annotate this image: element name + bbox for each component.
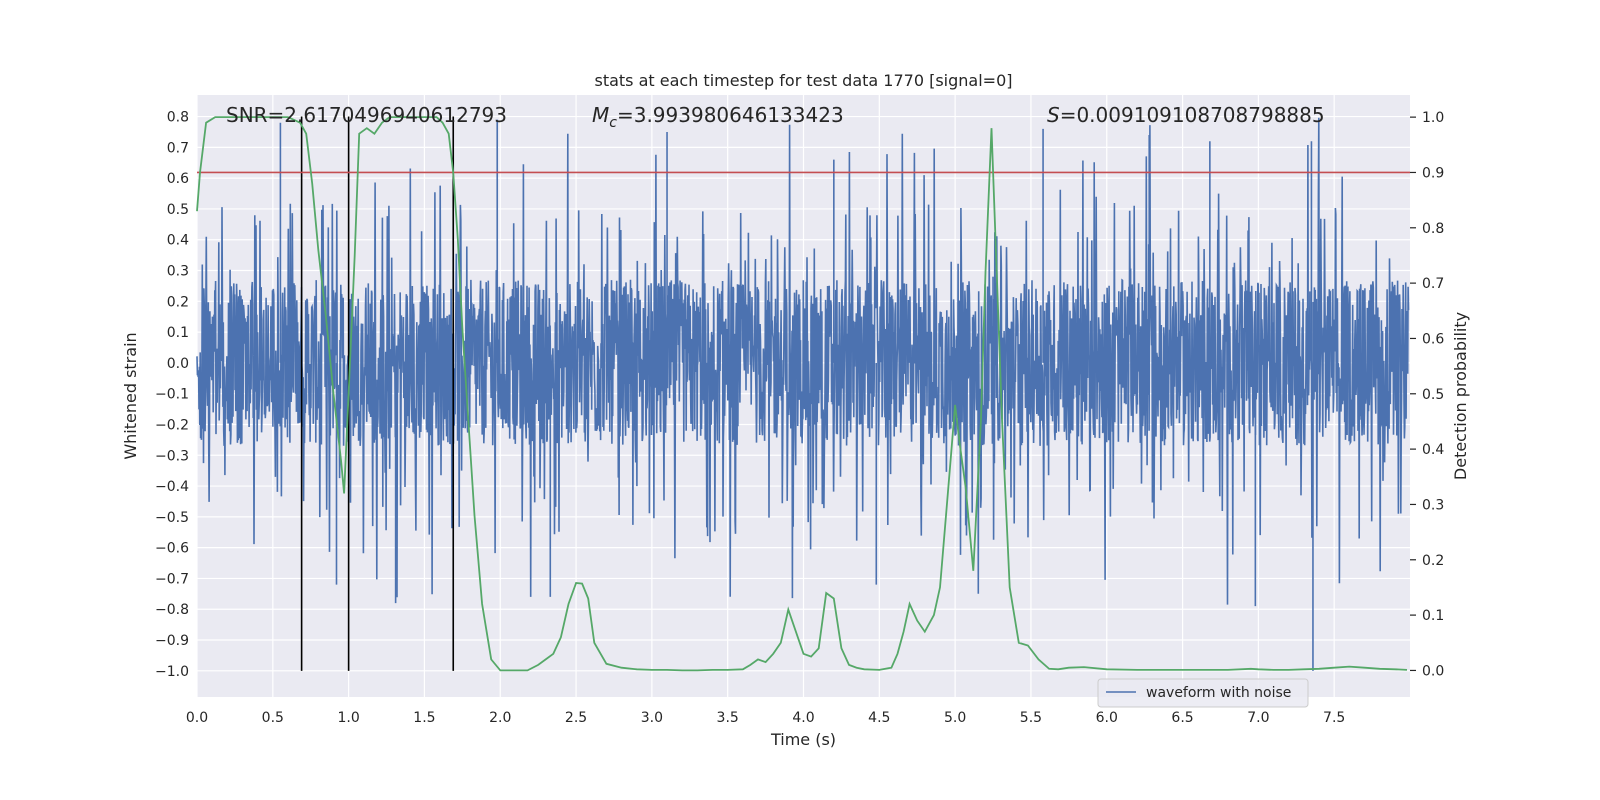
y-left-tick-label: −0.9 xyxy=(155,633,189,649)
s-value: =0.009109108708798885 xyxy=(1060,103,1325,127)
y-left-tick-label: 0.1 xyxy=(167,325,189,341)
mc-subscript: c xyxy=(609,115,617,131)
overlay-lines xyxy=(196,116,1410,672)
x-tick-label: 6.0 xyxy=(1096,710,1118,726)
y-right-tick-label: 0.0 xyxy=(1422,663,1444,679)
y-left-tick-label: 0.0 xyxy=(167,356,189,372)
s-symbol: S xyxy=(1047,103,1060,127)
y-left-tick-label: 0.5 xyxy=(167,202,189,218)
mc-value: =3.993980646133423 xyxy=(617,103,844,127)
y-right-tick-label: 0.3 xyxy=(1422,497,1444,513)
y-left-axis-ticks: 0.8 0.7 0.6 0.5 0.4 0.3 0.2 0.1 0.0 −0.1 −0.2 −0.3 −… xyxy=(155,110,189,680)
x-tick-label: 7.5 xyxy=(1323,710,1345,726)
y-right-tick-label: 0.1 xyxy=(1422,608,1444,624)
y-left-tick-label: 0.7 xyxy=(167,140,189,156)
y-left-tick-label: −1.0 xyxy=(155,664,189,680)
mc-symbol: M xyxy=(592,103,609,127)
x-tick-label: 3.0 xyxy=(641,710,663,726)
waveform-line xyxy=(196,117,1410,605)
x-tick-label: 4.5 xyxy=(868,710,890,726)
x-tick-label: 0.0 xyxy=(186,710,208,726)
y-left-tick-label: −0.4 xyxy=(155,479,189,495)
detection-probability-line xyxy=(196,116,1408,672)
x-tick-label: 6.5 xyxy=(1171,710,1193,726)
x-axis-label: Time (s) xyxy=(770,730,836,749)
y-right-tick-label: 0.9 xyxy=(1422,165,1444,181)
x-tick-label: 2.5 xyxy=(565,710,587,726)
y-left-tick-label: −0.3 xyxy=(155,448,189,464)
y-left-tick-label: 0.2 xyxy=(167,294,189,310)
y-left-tick-label: 0.6 xyxy=(167,171,189,187)
y-left-axis-label: Whitened strain xyxy=(121,332,140,459)
y-right-axis-ticks: 1.0 0.9 0.8 0.7 0.6 0.5 0.4 0.3 0.2 0.1 0.0 xyxy=(1410,110,1444,679)
x-tick-label: 4.0 xyxy=(792,710,814,726)
legend-entry-waveform: waveform with noise xyxy=(1146,685,1291,701)
x-tick-label: 1.0 xyxy=(337,710,359,726)
legend-box xyxy=(1097,678,1309,708)
y-right-tick-label: 1.0 xyxy=(1422,110,1444,126)
snr-annotation: SNR=2.6170496940612793 xyxy=(226,103,507,127)
y-right-tick-label: 0.5 xyxy=(1422,387,1444,403)
x-tick-label: 7.0 xyxy=(1247,710,1269,726)
y-left-tick-label: −0.8 xyxy=(155,602,189,618)
y-right-tick-label: 0.2 xyxy=(1422,553,1444,569)
y-left-tick-label: 0.3 xyxy=(167,264,189,280)
s-annotation: S=0.009109108708798885 xyxy=(1047,103,1325,127)
chart-title: stats at each timestep for test data 177… xyxy=(594,71,1012,90)
x-tick-label: 2.0 xyxy=(489,710,511,726)
waveform-series xyxy=(196,117,1410,671)
legend: waveform with noise xyxy=(1097,678,1309,708)
y-left-tick-label: −0.7 xyxy=(155,571,189,587)
y-left-tick-label: −0.2 xyxy=(155,417,189,433)
x-tick-label: 1.5 xyxy=(413,710,435,726)
x-axis-ticks: 0.0 0.5 1.0 1.5 2.0 2.5 3.0 3.5 4.0 4.5 5.0 5.5 6.0 6… xyxy=(186,710,1345,726)
x-tick-label: 0.5 xyxy=(262,710,284,726)
chirp-mass-annotation: Mc=3.993980646133423 xyxy=(592,103,844,131)
y-right-tick-label: 0.4 xyxy=(1422,442,1444,458)
y-left-tick-label: 0.4 xyxy=(167,233,189,249)
y-right-axis-label: Detection probability xyxy=(1451,312,1470,480)
y-left-tick-label: 0.8 xyxy=(167,110,189,126)
x-tick-label: 5.5 xyxy=(1020,710,1042,726)
y-right-tick-label: 0.7 xyxy=(1422,276,1444,292)
y-left-tick-label: −0.1 xyxy=(155,387,189,403)
y-left-tick-label: −0.6 xyxy=(155,541,189,557)
x-tick-label: 5.0 xyxy=(944,710,966,726)
y-right-tick-label: 0.6 xyxy=(1422,331,1444,347)
y-left-tick-label: −0.5 xyxy=(155,510,189,526)
x-tick-label: 3.5 xyxy=(717,710,739,726)
y-right-tick-label: 0.8 xyxy=(1422,221,1444,237)
